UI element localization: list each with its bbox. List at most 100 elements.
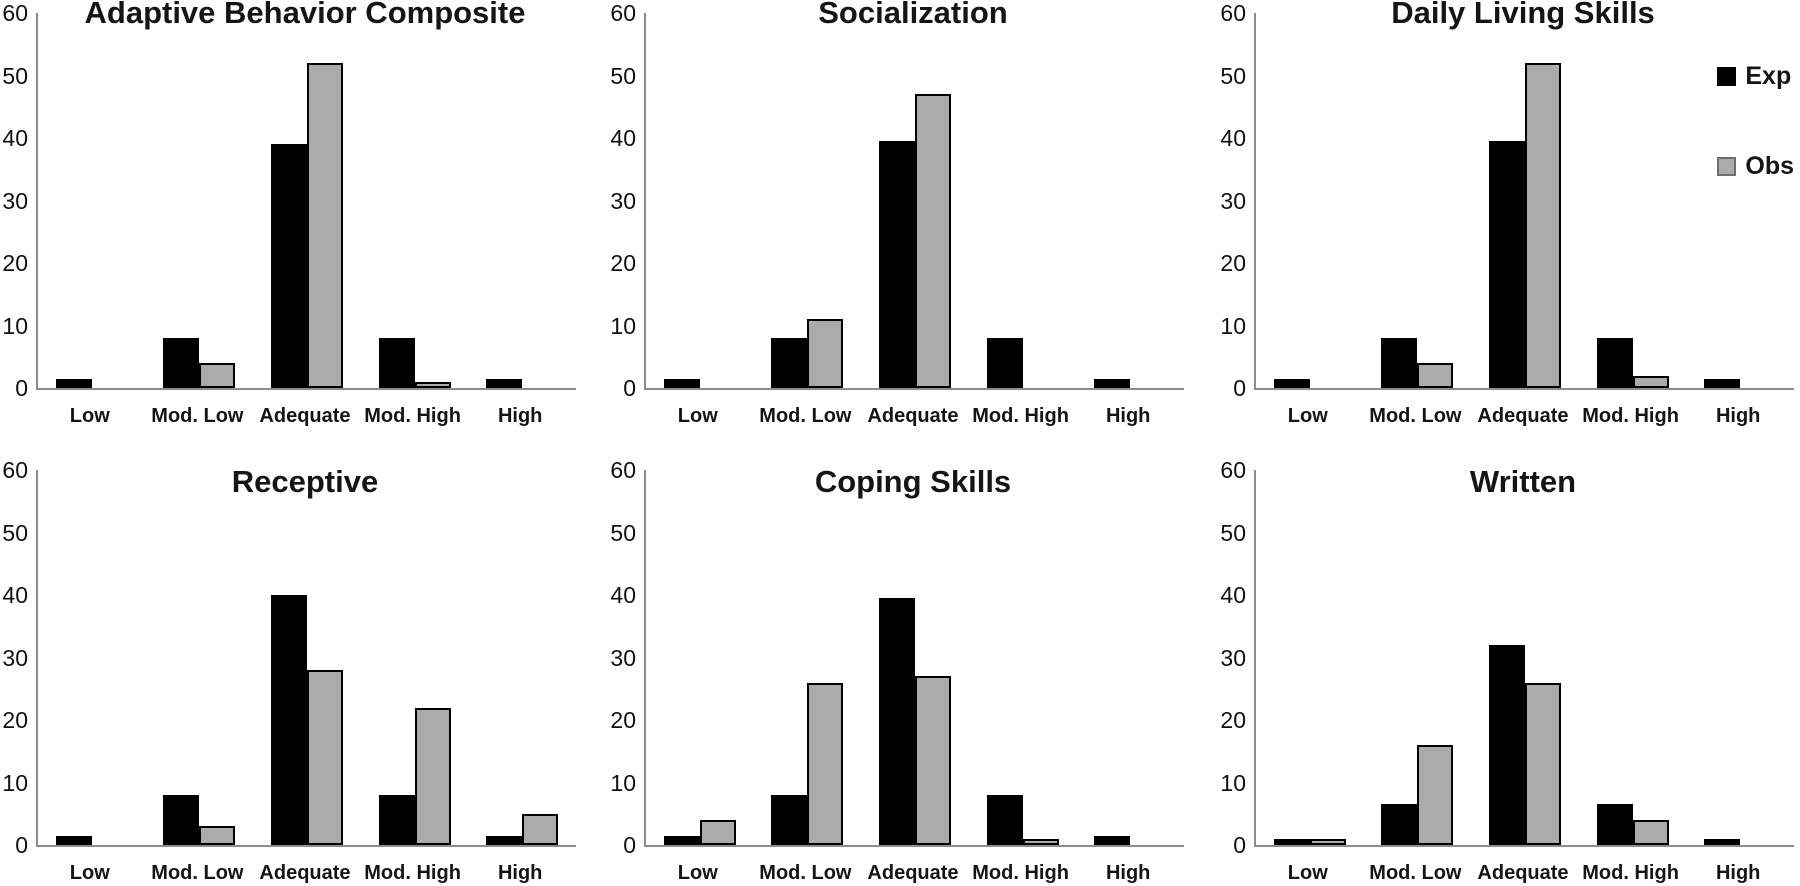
x-axis-category-label-high: High [497,862,543,884]
bar-exp-high [1704,378,1741,388]
y-axis-tick-label: 40 [1220,125,1246,151]
x-axis-category-label-low: Low [69,405,110,427]
bar-exp-adequate [271,144,307,388]
bar-exp-adequate [1489,645,1525,845]
x-axis-category-label-adequate: Adequate [1477,405,1569,427]
bar-exp-mod-high [1596,804,1633,845]
x-axis-category-label-mod-high: Mod. High [1582,862,1679,884]
legend-exp-swatch-icon [1717,66,1737,86]
bar-exp-mod-low [1381,338,1418,388]
y-axis-tick-label: 30 [610,644,636,671]
x-axis-category-label-mod-low: Mod. Low [151,405,244,427]
x-axis-category-label-low: Low [1287,862,1328,884]
x-axis-category-label-mod-high: Mod. High [1582,405,1679,427]
plot-area [644,470,1184,847]
legend-obs-swatch-icon [1717,156,1737,176]
bar-exp-high [1094,378,1131,388]
y-axis-tick-label: 30 [2,644,28,671]
bar-obs-adequate [307,63,343,388]
chart-panel-coping-skills: Coping Skills 0 10 20 30 40 50 60 Low Mod. Low Ade… [600,443,1200,886]
bar-obs-adequate [1525,682,1561,845]
y-axis-tick-label: 60 [610,457,636,483]
x-axis-category-label-adequate: Adequate [259,862,351,884]
chart-panel-receptive: Receptive 0 10 20 30 40 50 60 Low Mod. Low Adequat… [0,443,600,886]
y-axis-tick-label: 60 [610,0,636,26]
chart-panel-written: Written 0 10 20 30 40 50 60 Low Mod. Low Adequate M… [1200,443,1800,886]
y-axis-tick-label: 50 [1220,62,1246,89]
y-axis-tick-label: 30 [1220,644,1246,671]
y-axis-tick-label: 20 [2,250,28,276]
chart-title-receptive: Receptive [231,464,379,499]
y-axis-tick-label: 20 [610,707,636,733]
y-axis-tick-label: 50 [1220,519,1246,546]
chart-title-written: Written [1469,464,1577,499]
plot-area [1254,13,1794,390]
bar-exp-low [663,378,700,388]
bar-obs-mod-low [807,319,844,388]
bar-obs-mod-high [1022,838,1059,845]
bar-obs-mod-high [414,707,451,845]
x-axis-category-label-low: Low [1287,405,1328,427]
plot-area [36,13,576,390]
y-axis-tick-label: 60 [1220,457,1246,483]
y-axis-tick-label: 50 [610,519,636,546]
y-axis-tick-label: 40 [610,125,636,151]
y-axis-tick-label: 20 [2,707,28,733]
bar-exp-high [486,378,523,388]
bar-exp-high [1094,835,1131,845]
y-axis-tick-label: 10 [1220,312,1246,339]
bar-obs-adequate [307,670,343,845]
y-axis-tick-label: 0 [15,375,28,401]
y-axis-tick-label: 60 [2,0,28,26]
y-axis-tick-label: 30 [610,187,636,214]
chart-title-coping-skills: Coping Skills [814,464,1012,499]
y-axis-tick-label: 0 [15,832,28,858]
x-axis-category-label-high: High [1715,405,1761,427]
legend-entry-exp: Exp [1717,63,1794,89]
y-axis-tick-label: 40 [1220,582,1246,608]
y-axis-tick-label: 20 [610,250,636,276]
bar-obs-adequate [915,94,951,388]
legend-label-exp: Exp [1745,62,1792,90]
y-axis-tick-label: 30 [2,187,28,214]
x-axis-category-label-low: Low [677,405,718,427]
bar-exp-mod-low [771,338,808,388]
bar-obs-mod-high [1632,375,1669,388]
bar-obs-high [522,813,559,845]
bar-exp-adequate [879,141,915,388]
plot-area [1254,470,1794,847]
y-axis-tick-label: 60 [1220,0,1246,26]
y-axis-tick-label: 20 [1220,250,1246,276]
bar-exp-adequate [271,595,307,845]
bar-exp-mod-high [986,795,1023,845]
y-axis-tick-label: 10 [610,312,636,339]
bar-obs-low [699,820,736,845]
bar-exp-low [55,378,92,388]
bar-exp-mod-low [1381,804,1418,845]
y-axis-tick-label: 0 [623,832,636,858]
bar-exp-mod-high [378,795,415,845]
chart-panel-adaptive-behavior-composite: Adaptive Behavior Composite 0 10 20 30 40 50 60… [0,0,600,443]
plot-area [644,13,1184,390]
y-axis-tick-label: 40 [2,125,28,151]
x-axis-category-label-mod-high: Mod. High [364,862,461,884]
x-axis-category-label-adequate: Adequate [259,405,351,427]
bar-exp-low [1273,838,1310,845]
y-axis-tick-label: 10 [1220,769,1246,796]
x-axis-category-label-mod-low: Mod. Low [759,862,852,884]
bar-exp-high [486,835,523,845]
bar-obs-mod-low [199,363,236,388]
legend-entry-obs: Obs [1717,153,1794,179]
x-axis-category-label-low: Low [69,862,110,884]
bar-exp-mod-high [378,338,415,388]
chart-panel-daily-living-skills: Daily Living Skills 0 10 20 30 40 50 60 Low Mod. … [1200,0,1800,443]
legend: Exp Obs [1717,63,1794,179]
x-axis-category-label-mod-high: Mod. High [364,405,461,427]
x-axis-category-label-high: High [1715,862,1761,884]
bar-obs-mod-high [1632,820,1669,845]
y-axis-tick-label: 10 [2,312,28,339]
y-axis-tick-label: 0 [623,375,636,401]
y-axis-tick-label: 0 [1233,375,1246,401]
bar-obs-mod-high [414,381,451,388]
x-axis-category-label-high: High [497,405,543,427]
